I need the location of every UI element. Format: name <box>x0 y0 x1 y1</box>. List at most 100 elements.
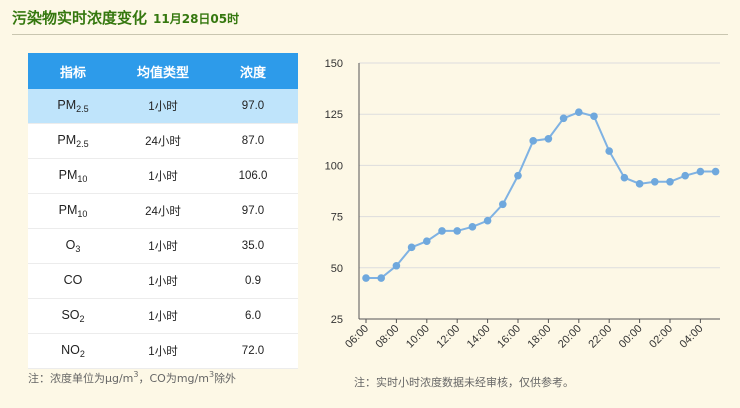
avg-type-cell: 1小时 <box>118 228 208 264</box>
data-point <box>544 134 553 143</box>
pollutant-cell: CO <box>28 263 118 299</box>
y-tick-label: 50 <box>331 263 343 275</box>
column-header-avg-type: 均值类型 <box>118 53 208 89</box>
unit-note-sup-1: 3 <box>133 370 139 379</box>
pollutant-name: NO <box>61 343 80 357</box>
data-point <box>681 171 689 180</box>
unit-note-text-b: ，CO为mg/m <box>138 372 209 385</box>
avg-type-cell: 1小时 <box>118 89 208 124</box>
pollutant-subscript: 2 <box>79 349 85 359</box>
data-point <box>438 227 446 235</box>
data-point <box>620 173 629 182</box>
table-body: PM2.5 1小时 97.0 PM2.5 24小时 87.0 PM10 1小时 106.0 PM1… <box>28 89 298 369</box>
x-tick-label: 14:00 <box>465 323 493 351</box>
concentration-cell: 97.0 <box>208 193 298 229</box>
data-point <box>651 177 659 186</box>
pollutant-subscript: 10 <box>77 209 88 219</box>
pollutant-name: PM <box>57 133 77 147</box>
data-point <box>407 243 416 252</box>
pollutant-name: O <box>65 238 76 252</box>
table-header-row: 指标 均值类型 浓度 <box>28 53 298 89</box>
y-tick-label: 75 <box>331 212 343 224</box>
pollutant-subscript: 10 <box>77 174 88 184</box>
concentration-cell: 0.9 <box>208 263 298 299</box>
y-tick-label: 125 <box>325 109 343 121</box>
data-point <box>590 112 598 121</box>
table-row[interactable]: PM2.5 1小时 97.0 <box>28 89 298 124</box>
avg-type-cell: 1小时 <box>118 298 208 334</box>
table-row[interactable]: PM2.5 24小时 87.0 <box>28 123 298 159</box>
avg-type-cell: 1小时 <box>118 263 208 299</box>
table-row[interactable]: NO2 1小时 72.0 <box>28 333 298 369</box>
data-point <box>605 147 613 155</box>
y-tick-label: 100 <box>325 160 343 172</box>
x-tick-label: 02:00 <box>647 323 675 351</box>
data-point <box>529 137 537 145</box>
data-point <box>377 274 386 282</box>
header-divider <box>12 34 728 35</box>
pollutant-name: PM <box>58 168 78 182</box>
concentration-table-panel: 指标 均值类型 浓度 PM2.5 1小时 97.0 PM2.5 24小时 87.0 PM10… <box>28 53 298 369</box>
page-title: 污染物实时浓度变化 <box>12 9 148 27</box>
avg-type-cell: 1小时 <box>118 158 208 194</box>
pollutant-cell: PM10 <box>28 158 118 194</box>
x-tick-label: 16:00 <box>495 323 523 351</box>
data-point <box>514 171 522 180</box>
concentration-cell: 106.0 <box>208 158 298 194</box>
data-point <box>453 227 462 235</box>
x-tick-label: 22:00 <box>586 323 614 351</box>
avg-type-cell: 24小时 <box>118 123 208 159</box>
unit-note: 注：浓度单位为μg/m3，CO为mg/m3除外 <box>28 370 236 386</box>
x-tick-label: 00:00 <box>617 323 645 351</box>
pollutant-name: PM <box>58 203 78 217</box>
unit-note-sup-2: 3 <box>208 370 215 379</box>
data-point <box>483 216 492 225</box>
x-tick-label: 18:00 <box>526 323 554 351</box>
table-row[interactable]: SO2 1小时 6.0 <box>28 298 298 334</box>
data-point <box>468 223 477 231</box>
unit-note-text-a: 注：浓度单位为μg/m <box>28 372 134 385</box>
table-row[interactable]: O3 1小时 35.0 <box>28 228 298 264</box>
avg-type-cell: 1小时 <box>118 333 208 369</box>
pollutant-cell: SO2 <box>28 298 118 334</box>
concentration-cell: 35.0 <box>208 228 298 264</box>
x-tick-label: 10:00 <box>404 323 432 351</box>
unit-note-text-c: 除外 <box>214 372 237 385</box>
column-header-concentration: 浓度 <box>208 53 298 89</box>
concentration-cell: 87.0 <box>208 123 298 159</box>
data-point <box>635 180 644 188</box>
y-tick-label: 25 <box>331 314 343 326</box>
x-tick-label: 08:00 <box>374 323 402 351</box>
table-row[interactable]: CO 1小时 0.9 <box>28 263 298 299</box>
pollutant-cell: PM10 <box>28 193 118 229</box>
data-point <box>559 114 568 123</box>
x-tick-label: 06:00 <box>343 323 371 351</box>
data-point <box>499 200 507 209</box>
pollutant-cell: PM2.5 <box>28 89 118 124</box>
series-line <box>366 111 716 280</box>
data-point <box>362 274 370 282</box>
avg-type-cell: 24小时 <box>118 193 208 229</box>
data-disclaimer-note: 注：实时小时浓度数据未经审核，仅供参考。 <box>354 376 574 389</box>
pollutant-cell: O3 <box>28 228 118 264</box>
pollutant-subscript: 3 <box>75 244 81 254</box>
concentration-table: 指标 均值类型 浓度 PM2.5 1小时 97.0 PM2.5 24小时 87.0 PM10… <box>28 53 298 369</box>
data-point <box>696 167 705 176</box>
data-point <box>423 237 431 245</box>
pollutant-cell: PM2.5 <box>28 123 118 159</box>
table-row[interactable]: PM10 1小时 106.0 <box>28 158 298 194</box>
page-header: 污染物实时浓度变化 11月28日05时 <box>12 7 728 33</box>
column-header-indicator: 指标 <box>28 53 118 89</box>
y-tick-label: 150 <box>325 58 343 70</box>
pollutant-name: PM <box>57 98 77 112</box>
pollutant-name: CO <box>63 273 83 287</box>
pollutant-subscript: 2.5 <box>76 139 89 149</box>
pollutant-cell: NO2 <box>28 333 118 369</box>
x-tick-label: 20:00 <box>556 323 584 351</box>
pollutant-name: SO <box>61 308 80 322</box>
concentration-cell: 6.0 <box>208 298 298 334</box>
data-point <box>711 167 720 176</box>
table-row[interactable]: PM10 24小时 97.0 <box>28 193 298 229</box>
concentration-cell: 72.0 <box>208 333 298 369</box>
